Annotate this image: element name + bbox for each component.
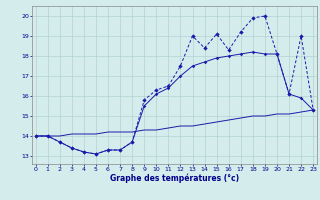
X-axis label: Graphe des températures (°c): Graphe des températures (°c) — [110, 173, 239, 183]
